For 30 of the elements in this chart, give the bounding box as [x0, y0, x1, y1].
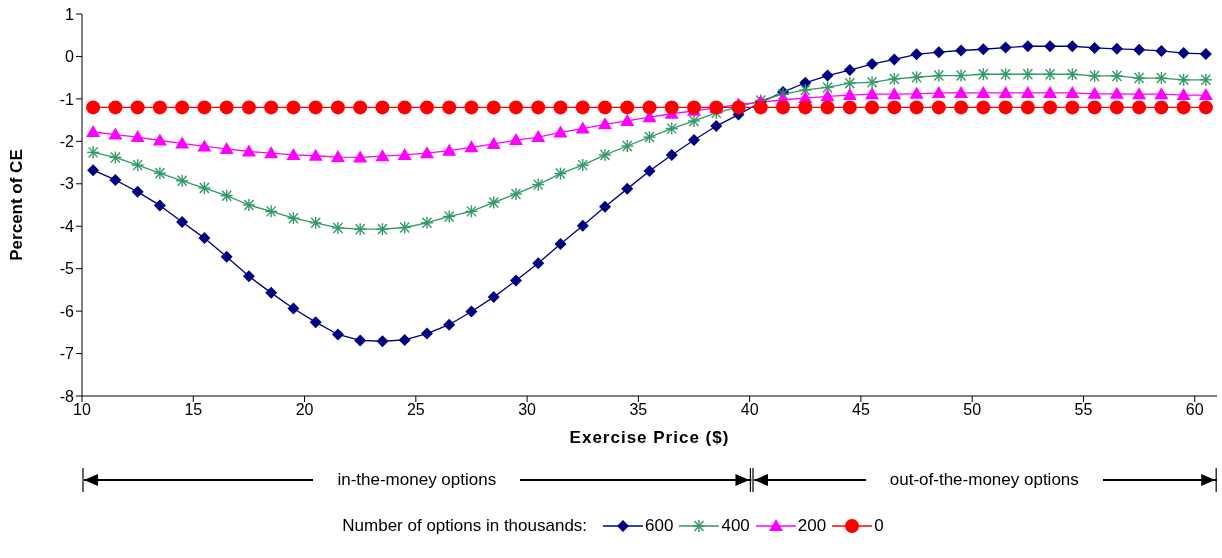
x-tick-label: 40: [740, 401, 759, 419]
y-tick-label: -1: [59, 90, 75, 108]
y-tick-label: -2: [59, 133, 75, 151]
y-tick-label: 1: [65, 5, 75, 23]
y-tick-label: -4: [59, 217, 75, 235]
x-axis-title: Exercise Price ($): [568, 428, 731, 449]
x-tick-label: 55: [1074, 401, 1093, 419]
x-tick-label: 15: [184, 401, 203, 419]
legend-label: 600: [645, 516, 674, 536]
x-tick-label: 25: [406, 401, 425, 419]
y-axis-title: Percent of CE: [7, 149, 27, 261]
legend-title: Number of options in thousands:: [342, 516, 588, 536]
x-tick-label: 60: [1185, 401, 1204, 419]
x-tick-label: 45: [852, 401, 870, 419]
y-tick-label: -7: [59, 345, 75, 363]
y-tick-label: -3: [59, 175, 75, 193]
y-tick-label: -5: [59, 260, 75, 278]
x-tick-label: 30: [518, 401, 537, 419]
legend-label: 400: [721, 516, 750, 536]
text: out-of-the-money options: [888, 470, 1080, 490]
y-tick-label: -8: [59, 387, 75, 405]
y-tick-label: -6: [59, 302, 75, 320]
x-tick-label: 35: [629, 401, 648, 419]
y-tick-label: 0: [65, 48, 75, 66]
x-tick-label: 20: [295, 401, 314, 419]
x-tick-label: 50: [963, 401, 982, 419]
text: in-the-money options: [336, 470, 498, 490]
legend-label: 0: [874, 516, 884, 536]
legend-label: 200: [797, 516, 827, 536]
x-tick-label: 10: [73, 401, 91, 419]
